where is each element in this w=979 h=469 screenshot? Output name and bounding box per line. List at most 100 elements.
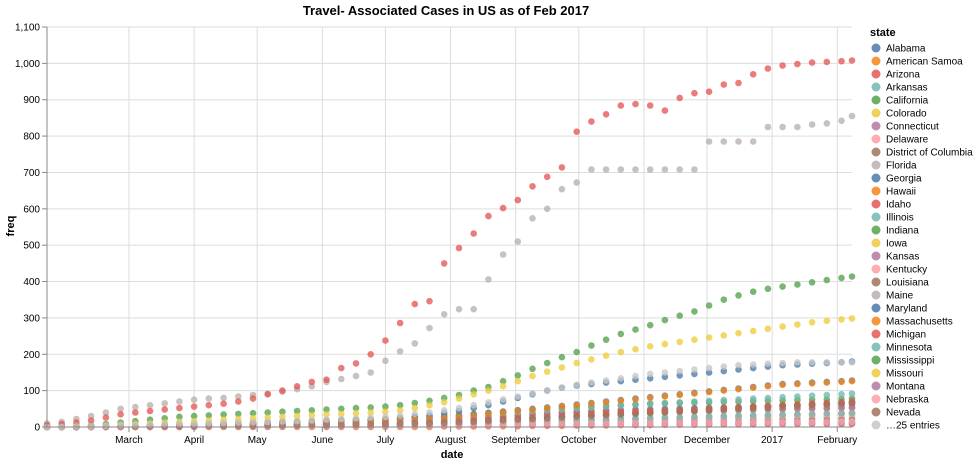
data-point [691, 89, 698, 97]
data-point [352, 404, 360, 412]
legend-symbol [871, 121, 881, 131]
data-point [588, 166, 595, 173]
data-point [573, 413, 580, 421]
legend-item: Alabama [871, 43, 926, 55]
legend-symbol [871, 69, 881, 79]
legend-item: District of Columbia [871, 147, 973, 159]
data-point [308, 412, 316, 419]
data-point [779, 359, 786, 367]
y-tick-label: 800 [23, 132, 40, 143]
legend-item: Massachusetts [871, 316, 953, 328]
legend-item: Missouri [871, 368, 923, 380]
data-point [279, 408, 286, 416]
data-point [691, 166, 698, 173]
legend-item: Nebraska [871, 394, 929, 406]
legend-symbol [871, 82, 881, 92]
data-point [338, 421, 345, 429]
legend-item: Iowa [871, 238, 908, 250]
data-point [470, 412, 478, 419]
data-point [646, 370, 654, 378]
data-point [573, 179, 580, 186]
data-point [411, 420, 419, 428]
legend-item: Minnesota [871, 342, 933, 354]
series-points [43, 57, 856, 429]
data-point [411, 300, 419, 308]
data-point [323, 406, 330, 413]
series-points [43, 315, 856, 431]
legend-symbol [871, 381, 881, 391]
data-point [293, 407, 301, 415]
data-point [102, 409, 110, 416]
data-point [470, 305, 478, 313]
data-point [749, 327, 757, 335]
data-point [676, 399, 683, 406]
data-point [426, 297, 433, 305]
data-point [838, 359, 845, 366]
legend-label: Delaware [886, 135, 929, 146]
data-point [749, 138, 757, 145]
data-point [794, 359, 801, 366]
legend-item: Arkansas [871, 82, 928, 94]
legend-symbol [871, 303, 881, 313]
data-point [848, 404, 856, 412]
x-gridlines [128, 27, 838, 427]
legend-item: Arizona [871, 69, 920, 81]
data-point [823, 419, 831, 426]
data-point [794, 393, 801, 400]
legend-symbol [871, 212, 881, 222]
legend-label: Idaho [886, 200, 911, 211]
data-point [279, 418, 286, 425]
data-point [514, 372, 522, 379]
data-point [602, 352, 610, 360]
data-point [455, 305, 463, 313]
data-point [794, 123, 801, 131]
data-point [573, 381, 580, 389]
data-point [485, 410, 492, 418]
data-point [749, 404, 757, 412]
data-point [838, 378, 845, 386]
legend-symbol [871, 173, 881, 183]
data-point [848, 418, 856, 426]
data-point [749, 71, 757, 78]
data-point [190, 403, 198, 410]
data-point [676, 413, 683, 421]
data-point [705, 413, 713, 420]
data-point [617, 402, 625, 409]
data-point [411, 404, 419, 412]
data-point [338, 364, 345, 372]
data-point [632, 345, 639, 353]
data-point [735, 412, 742, 420]
data-point [632, 410, 639, 418]
data-point [705, 88, 713, 95]
series-points [43, 112, 856, 427]
legend-item: Hawaii [871, 186, 916, 198]
data-point [779, 62, 786, 69]
data-point [808, 401, 816, 409]
data-point [470, 401, 478, 409]
data-point [190, 412, 198, 420]
legend-symbol [871, 329, 881, 339]
data-point [848, 409, 856, 417]
data-point [543, 415, 551, 422]
legend-item: Michigan [871, 329, 926, 341]
data-point [602, 399, 610, 406]
legend-label: Nebraska [886, 395, 929, 406]
data-point [720, 406, 728, 413]
data-point [764, 65, 772, 72]
data-point [808, 59, 816, 66]
data-point [102, 414, 110, 421]
data-point [720, 396, 728, 404]
legend-label: Maryland [886, 304, 927, 315]
legend-label: Iowa [886, 239, 908, 250]
data-point [543, 173, 551, 181]
data-point [176, 413, 183, 421]
legend-symbol [871, 342, 881, 352]
data-point [735, 79, 742, 87]
legend-label: Indiana [886, 226, 919, 237]
data-point [308, 378, 316, 386]
data-point [646, 166, 654, 173]
data-point [146, 407, 154, 415]
data-point [558, 185, 566, 193]
axes [46, 27, 852, 428]
data-point [602, 166, 610, 173]
